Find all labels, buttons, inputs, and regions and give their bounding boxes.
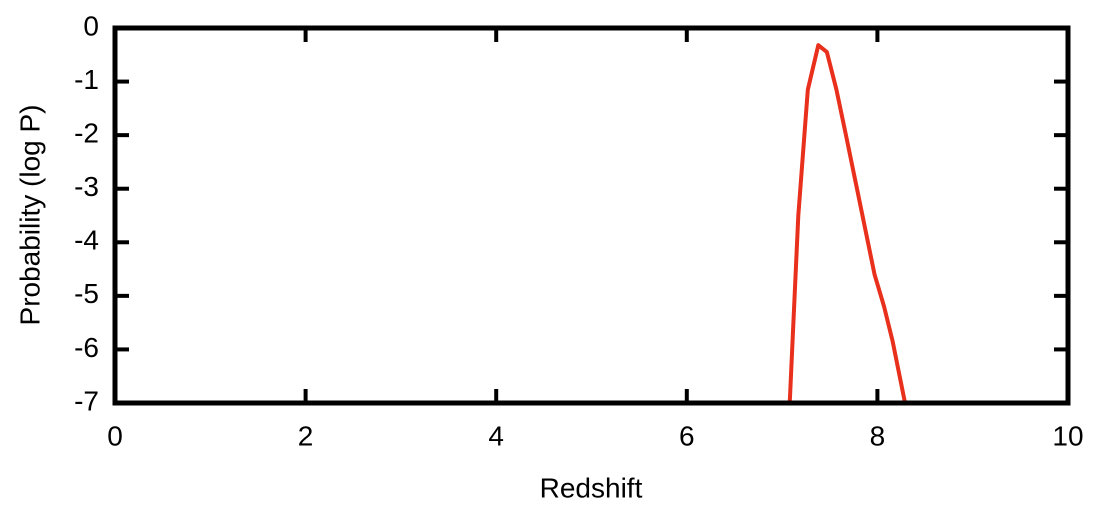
y-tick-label: -3 xyxy=(74,171,99,202)
x-tick-label: 8 xyxy=(870,420,886,451)
x-tick-label: 10 xyxy=(1052,420,1083,451)
y-tick-label: -7 xyxy=(74,385,99,416)
y-axis-label: Probability (log P) xyxy=(14,105,45,326)
y-tick-label: -6 xyxy=(74,332,99,363)
x-tick-label: 2 xyxy=(298,420,314,451)
x-tick-label: 0 xyxy=(107,420,123,451)
y-tick-label: -4 xyxy=(74,225,99,256)
y-tick-label: -2 xyxy=(74,118,99,149)
x-axis-label: Redshift xyxy=(540,472,643,503)
x-tick-label: 6 xyxy=(679,420,695,451)
y-tick-label: 0 xyxy=(83,10,99,41)
x-tick-label: 4 xyxy=(488,420,504,451)
data-line xyxy=(787,43,907,403)
y-tick-label: -5 xyxy=(74,278,99,309)
y-tick-label: -1 xyxy=(74,64,99,95)
plot-frame xyxy=(112,25,1071,406)
